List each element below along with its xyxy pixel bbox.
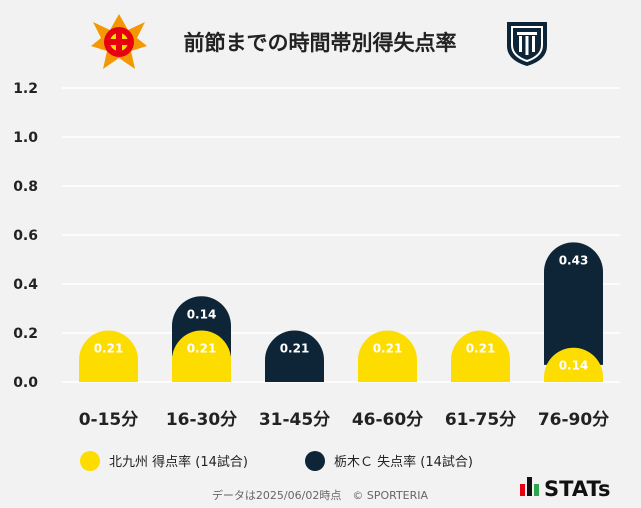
legend-away-label: 栃木Ｃ 失点率 (14試合) bbox=[334, 454, 473, 470]
legend-home-swatch bbox=[80, 451, 100, 471]
x-tick-label: 0-15分 bbox=[79, 410, 139, 430]
bar-away bbox=[544, 242, 603, 365]
y-tick-label: 1.2 bbox=[13, 81, 38, 97]
bars: 0.21 0.21 0.14 0.21 0.21 0.21 0.14 0.43 bbox=[79, 242, 603, 382]
tochigi-city-emblem-icon bbox=[507, 22, 547, 66]
x-tick-label: 61-75分 bbox=[445, 410, 516, 430]
chart-header: 前節までの時間帯別得失点率 bbox=[91, 14, 547, 69]
y-tick-label: 0.6 bbox=[13, 228, 38, 244]
footer-note: データは2025/06/02時点 © SPORTERIA bbox=[212, 488, 429, 502]
x-axis: 0-15分 16-30分 31-45分 46-60分 61-75分 76-90分 bbox=[79, 410, 609, 430]
legend: 北九州 得点率 (14試合) 栃木Ｃ 失点率 (14試合) bbox=[80, 451, 473, 471]
legend-home-label: 北九州 得点率 (14試合) bbox=[109, 454, 248, 470]
y-tick-label: 0.8 bbox=[13, 179, 38, 195]
gridlines bbox=[62, 87, 620, 383]
data-label-away: 0.14 bbox=[187, 307, 217, 321]
bar-home bbox=[451, 330, 510, 382]
kitakyushu-emblem-icon bbox=[91, 14, 147, 69]
bar-home bbox=[172, 330, 231, 382]
data-label-home: 0.21 bbox=[94, 342, 124, 356]
y-tick-label: 0.2 bbox=[13, 326, 38, 342]
x-tick-label: 16-30分 bbox=[166, 410, 237, 430]
legend-away-swatch bbox=[305, 451, 325, 471]
x-tick-label: 31-45分 bbox=[259, 410, 330, 430]
bar-home bbox=[79, 330, 138, 382]
x-tick-label: 76-90分 bbox=[538, 410, 609, 430]
data-label-home: 0.14 bbox=[559, 359, 589, 373]
stats-logo: STATs bbox=[520, 477, 610, 501]
stats-logo-icon bbox=[520, 477, 539, 496]
data-label-home: 0.21 bbox=[373, 342, 403, 356]
y-tick-label: 0.4 bbox=[13, 277, 38, 293]
stats-brand: STATs bbox=[544, 477, 610, 501]
data-label-away: 0.43 bbox=[559, 253, 589, 267]
y-axis: 0.0 0.2 0.4 0.6 0.8 1.0 1.2 bbox=[13, 81, 38, 391]
x-tick-label: 46-60分 bbox=[352, 410, 423, 430]
bar-home bbox=[358, 330, 417, 382]
y-tick-label: 1.0 bbox=[13, 130, 38, 146]
data-label-home: 0.21 bbox=[466, 342, 496, 356]
bar-home bbox=[544, 347, 603, 382]
data-label-away: 0.21 bbox=[280, 342, 310, 356]
data-label-home: 0.21 bbox=[187, 342, 217, 356]
bar-away bbox=[265, 330, 324, 382]
chart-title: 前節までの時間帯別得失点率 bbox=[184, 31, 457, 55]
y-tick-label: 0.0 bbox=[13, 375, 38, 391]
